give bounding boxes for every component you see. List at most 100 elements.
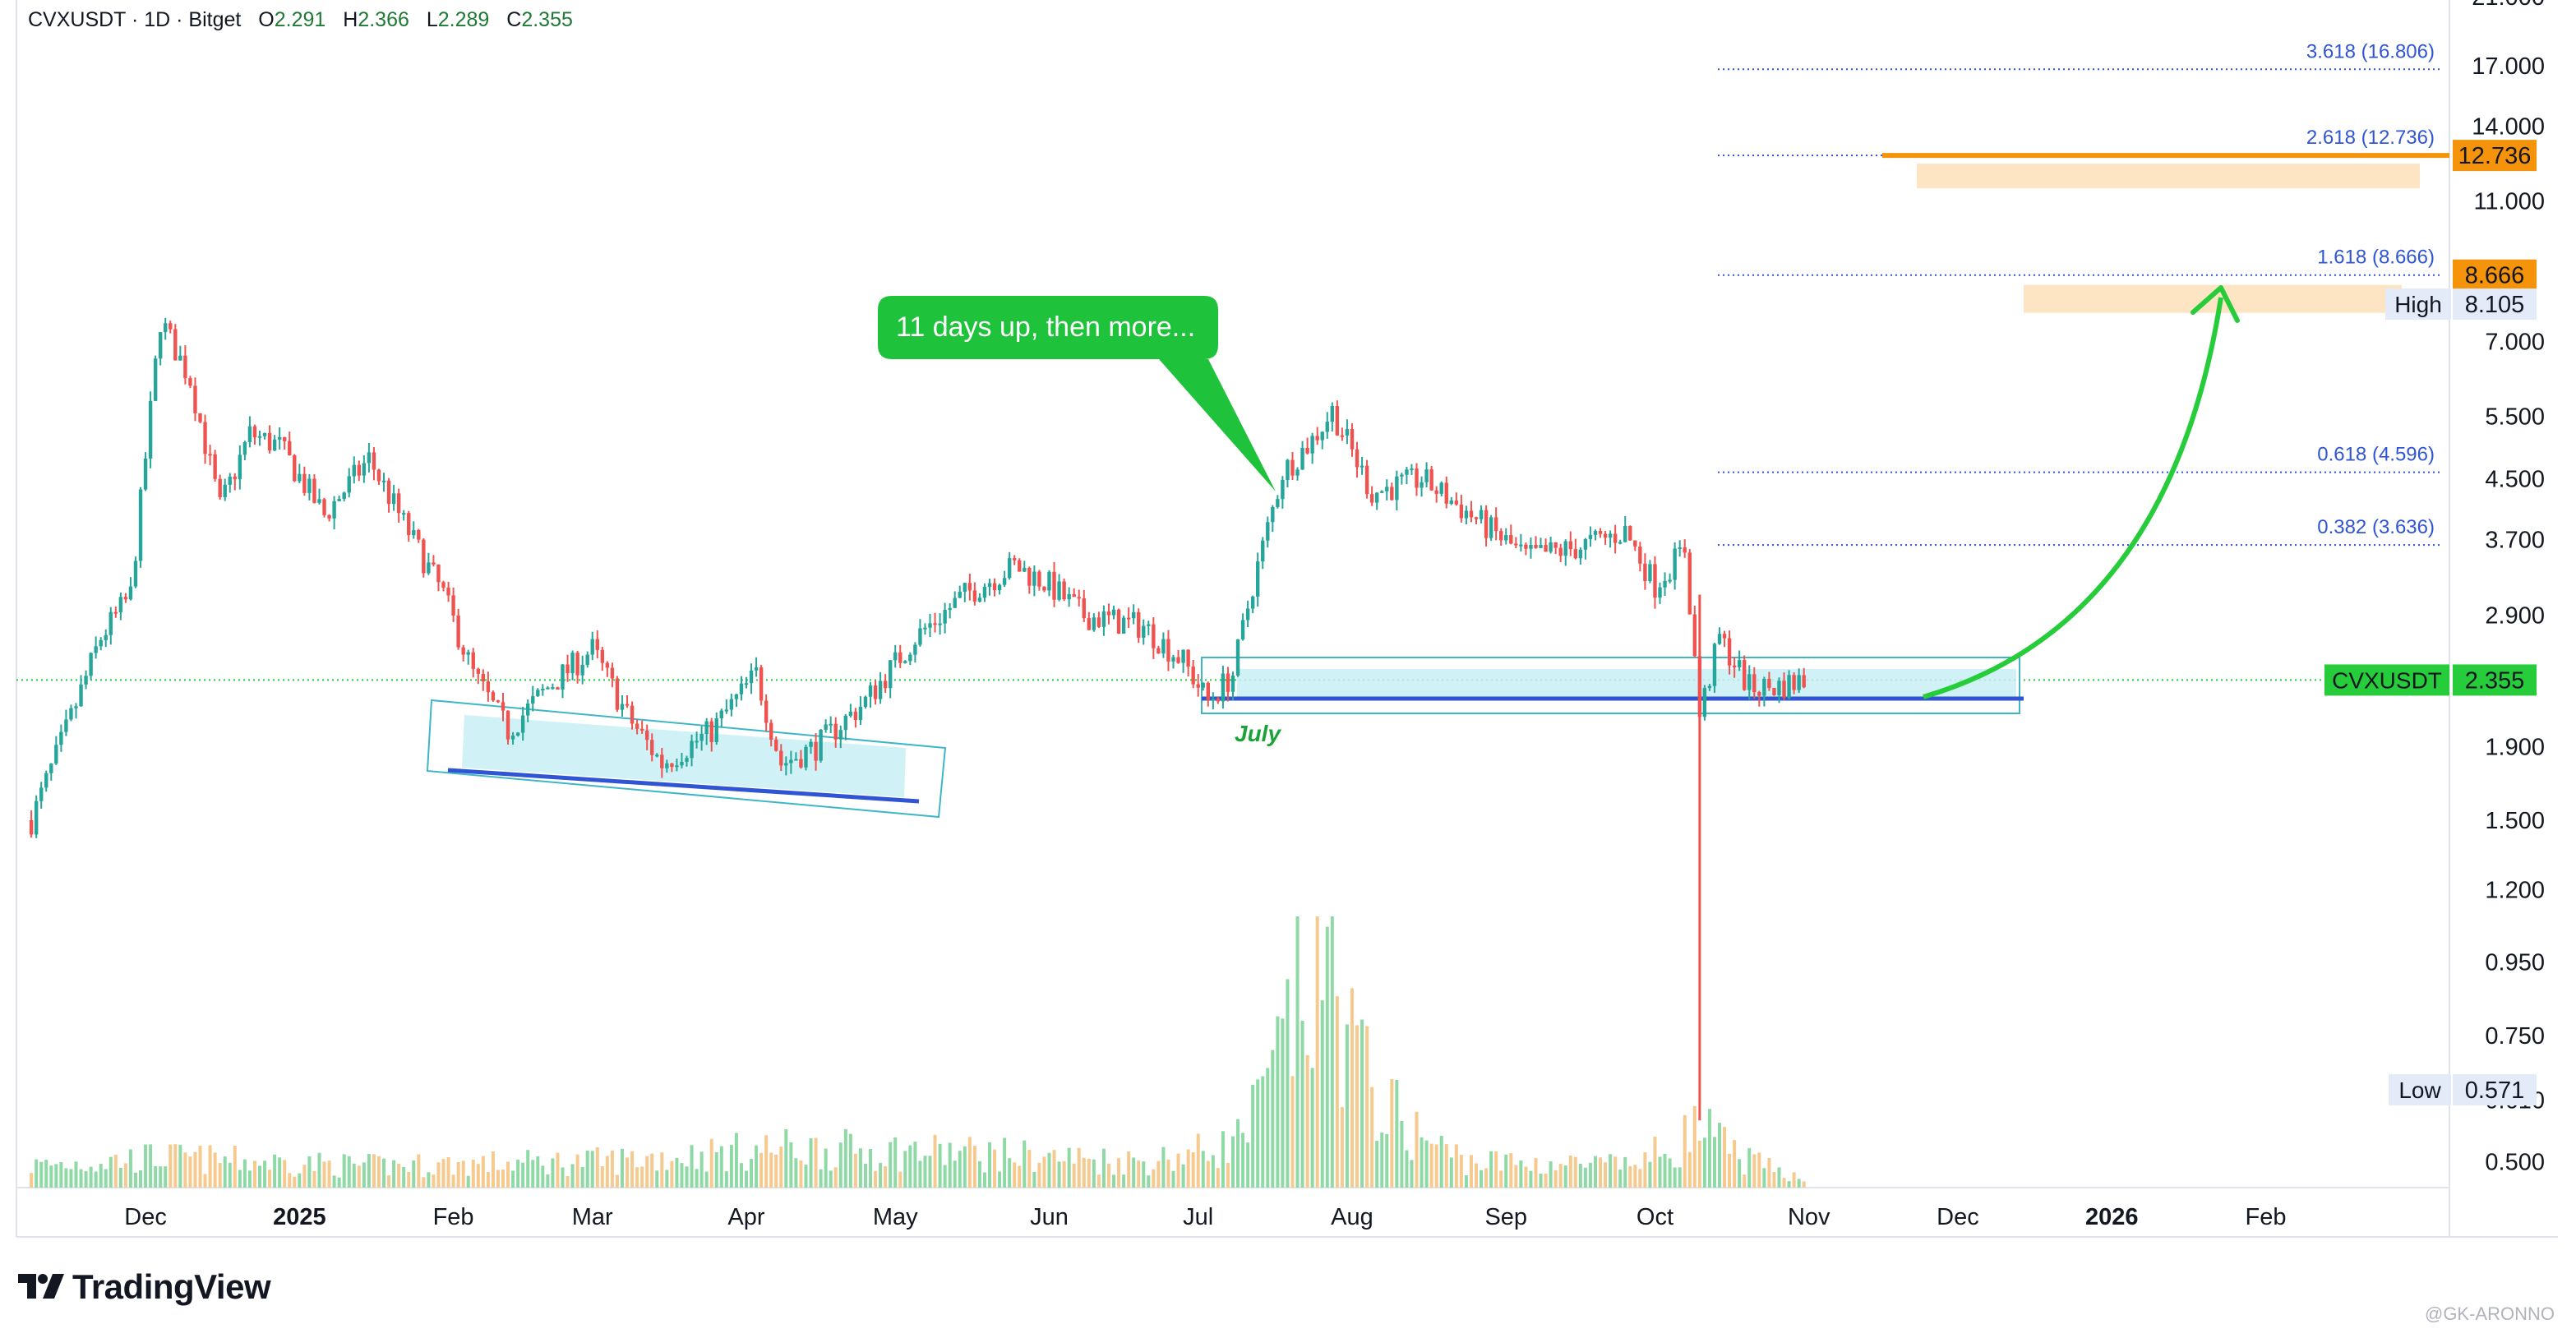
target-zone-lower	[2024, 284, 2402, 313]
volume-bar	[99, 1164, 103, 1188]
candle-body	[49, 764, 53, 773]
volume-bar	[422, 1177, 426, 1188]
volume-bar	[580, 1167, 584, 1188]
volume-bar	[481, 1156, 485, 1188]
volume-bar	[1658, 1156, 1662, 1188]
volume-bar	[1261, 1076, 1265, 1188]
volume-bar	[228, 1162, 232, 1188]
candle-body	[878, 681, 883, 699]
candle-body	[298, 473, 302, 482]
volume-bar	[154, 1165, 158, 1188]
volume-bar	[1370, 1087, 1374, 1188]
candle-body	[1211, 699, 1216, 701]
candle-body	[347, 476, 351, 493]
high-value: 2.366	[358, 8, 409, 31]
candle-body	[1196, 684, 1200, 688]
volume-bar	[521, 1162, 525, 1188]
volume-bar	[1027, 1150, 1032, 1188]
candle-body	[267, 432, 272, 451]
candle-body	[158, 332, 163, 359]
candle-body	[1042, 586, 1046, 591]
volume-bar	[1738, 1159, 1742, 1188]
fib-level-label: 3.618 (16.806)	[2306, 40, 2435, 62]
candle-body	[1276, 499, 1280, 507]
candle-body	[928, 623, 932, 628]
candle-body	[1216, 699, 1221, 702]
volume-bar	[1767, 1158, 1771, 1188]
time-tick: Sep	[1484, 1204, 1527, 1230]
close-label: C	[506, 8, 522, 31]
candle-body	[1638, 547, 1642, 564]
candle-body	[1350, 428, 1355, 450]
candle-body	[1479, 510, 1484, 519]
volume-bar	[610, 1150, 614, 1188]
volume-bar	[223, 1156, 227, 1188]
candle-body	[888, 660, 893, 689]
volume-bar	[1032, 1171, 1036, 1188]
candle-body	[133, 561, 138, 587]
candle-body	[1692, 614, 1697, 657]
candle-body	[1573, 549, 1578, 559]
candle-body	[610, 667, 615, 679]
candle-body	[1653, 564, 1657, 598]
candle-body	[332, 501, 336, 519]
candle-body	[476, 668, 480, 674]
candle-body	[1116, 609, 1121, 634]
candle-body	[178, 355, 182, 361]
volume-bar	[372, 1154, 376, 1188]
candle-body	[307, 478, 312, 493]
candle-body	[233, 476, 237, 480]
volume-bar	[755, 1145, 759, 1188]
candle-body	[585, 654, 589, 665]
volume-bar	[759, 1152, 764, 1188]
volume-bar	[977, 1160, 981, 1188]
candle-body	[709, 721, 713, 742]
volume-bar	[79, 1169, 83, 1188]
candle-body	[1792, 675, 1796, 690]
volume-bar	[1712, 1137, 1716, 1188]
volume-bar	[1166, 1159, 1170, 1188]
price-tick: 5.500	[2485, 404, 2545, 431]
volume-bar	[1147, 1175, 1151, 1188]
candle-body	[1221, 673, 1226, 702]
volume-bar	[1186, 1149, 1190, 1188]
candle-body	[148, 400, 153, 459]
volume-bar	[278, 1157, 282, 1188]
candle-body	[1330, 406, 1335, 422]
volume-bar	[144, 1144, 148, 1188]
candle-body	[223, 484, 227, 497]
volume-bar	[1524, 1166, 1528, 1188]
volume-bar	[213, 1152, 217, 1188]
candle-body	[1514, 543, 1518, 546]
volume-bar	[1752, 1154, 1757, 1188]
time-tick: Mar	[572, 1204, 613, 1230]
time-tick: Dec	[1937, 1204, 1979, 1230]
volume-bar	[551, 1158, 555, 1188]
candle-body	[312, 478, 316, 503]
volume-bar	[342, 1154, 346, 1188]
high-value: 8.105	[2465, 292, 2525, 318]
volume-bar	[575, 1154, 579, 1188]
current-symbol: CVXUSDT	[2332, 667, 2442, 693]
volume-bar	[288, 1173, 292, 1188]
volume-bar	[898, 1171, 903, 1188]
volume-bar	[1593, 1156, 1597, 1188]
candle-body	[1549, 542, 1553, 552]
volume-bar	[283, 1160, 287, 1188]
tradingview-brand[interactable]: TradingView	[18, 1267, 271, 1307]
volume-bar	[918, 1160, 922, 1188]
volume-bar	[745, 1170, 748, 1188]
candle-body	[789, 759, 793, 764]
candle-body	[724, 709, 729, 712]
candle-body	[1256, 561, 1260, 597]
zone-label-july: July	[1235, 721, 1281, 746]
candle-body	[1593, 531, 1598, 535]
target-badge-8666-bg	[2453, 259, 2537, 291]
candle-body	[1668, 579, 1672, 582]
symbol-label: CVXUSDT · 1D · Bitget	[28, 8, 242, 31]
volume-bar	[506, 1161, 510, 1188]
candle-body	[987, 583, 992, 587]
price-tick: 2.900	[2485, 603, 2545, 630]
fib-level-label: 0.618 (4.596)	[2317, 444, 2435, 466]
